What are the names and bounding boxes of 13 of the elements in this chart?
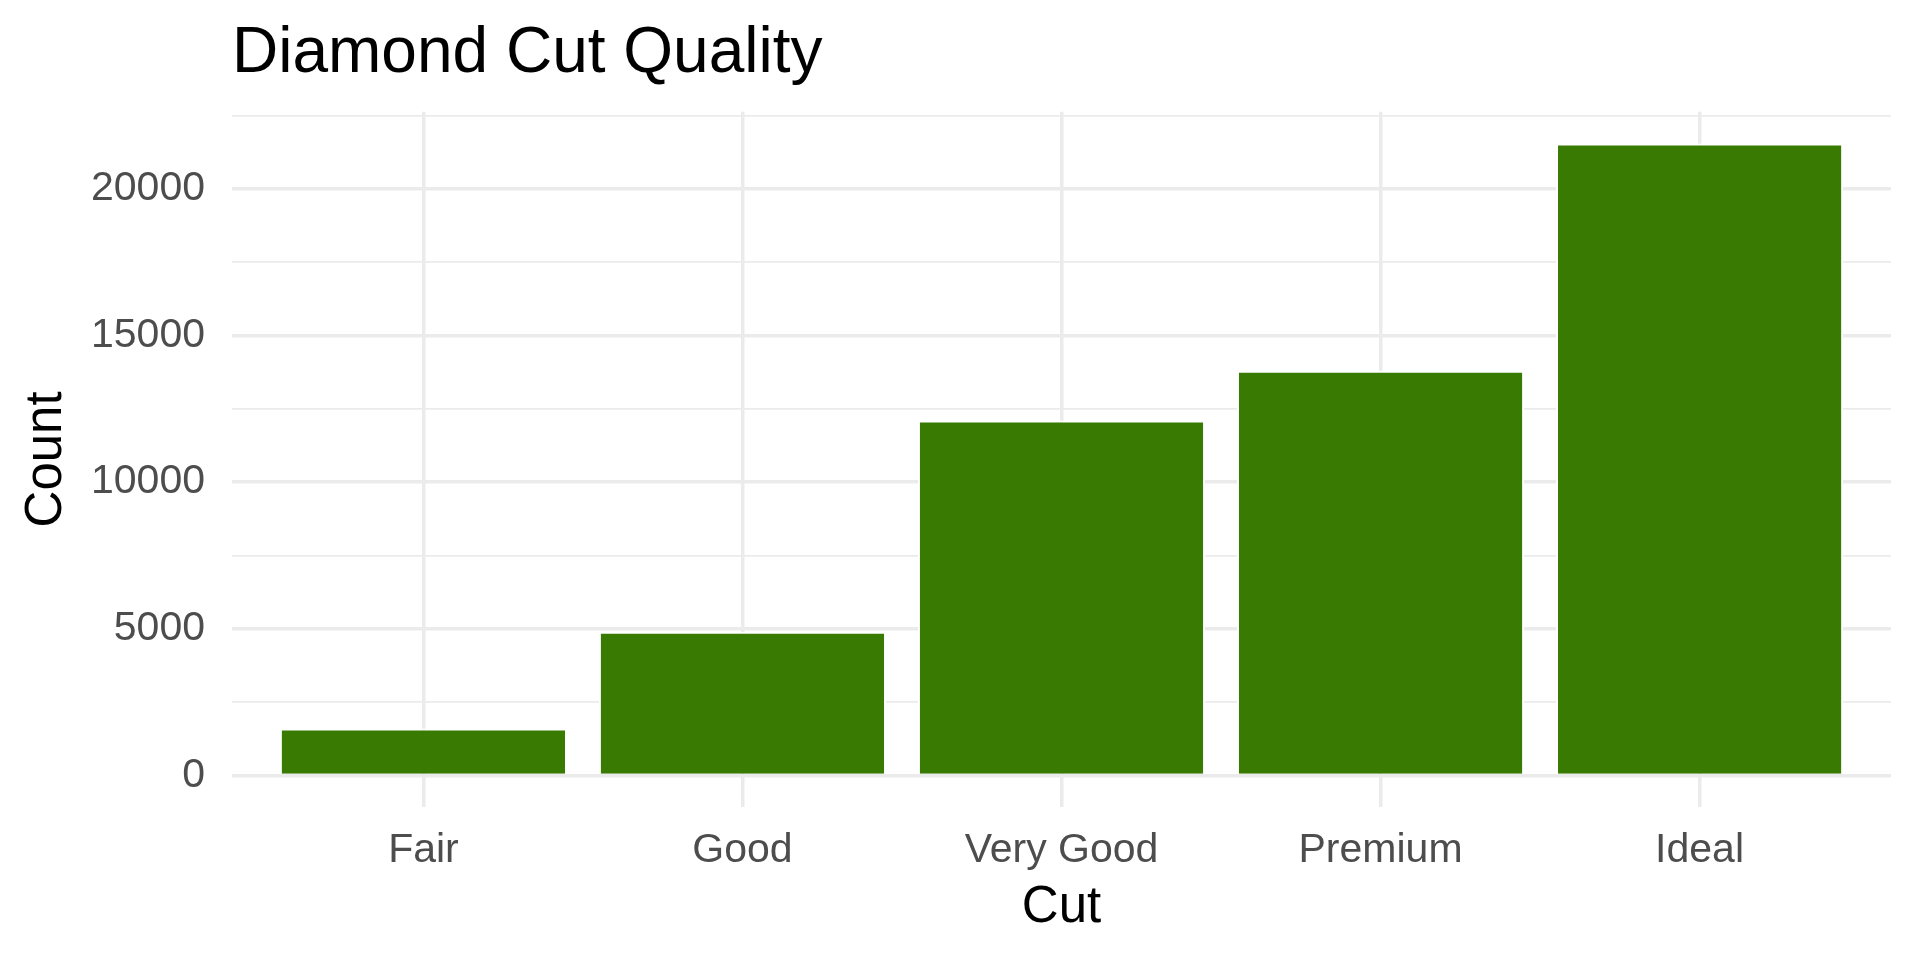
x-tick-label: Very Good	[964, 824, 1159, 871]
x-axis-title: Cut	[1021, 876, 1102, 934]
x-tick-label: Premium	[1298, 824, 1463, 871]
y-tick-label: 20000	[90, 163, 205, 210]
y-tick-label: 0	[182, 749, 205, 796]
chart-title: Diamond Cut Quality	[232, 14, 823, 87]
y-axis-title: Count	[14, 391, 72, 528]
y-tick-label: 15000	[90, 309, 205, 356]
y-tick-label: 5000	[113, 603, 205, 650]
x-tick-label: Good	[692, 824, 793, 871]
x-tick-label: Ideal	[1655, 824, 1745, 871]
x-tick-label: Fair	[388, 824, 459, 871]
y-tick-label: 10000	[90, 456, 205, 503]
